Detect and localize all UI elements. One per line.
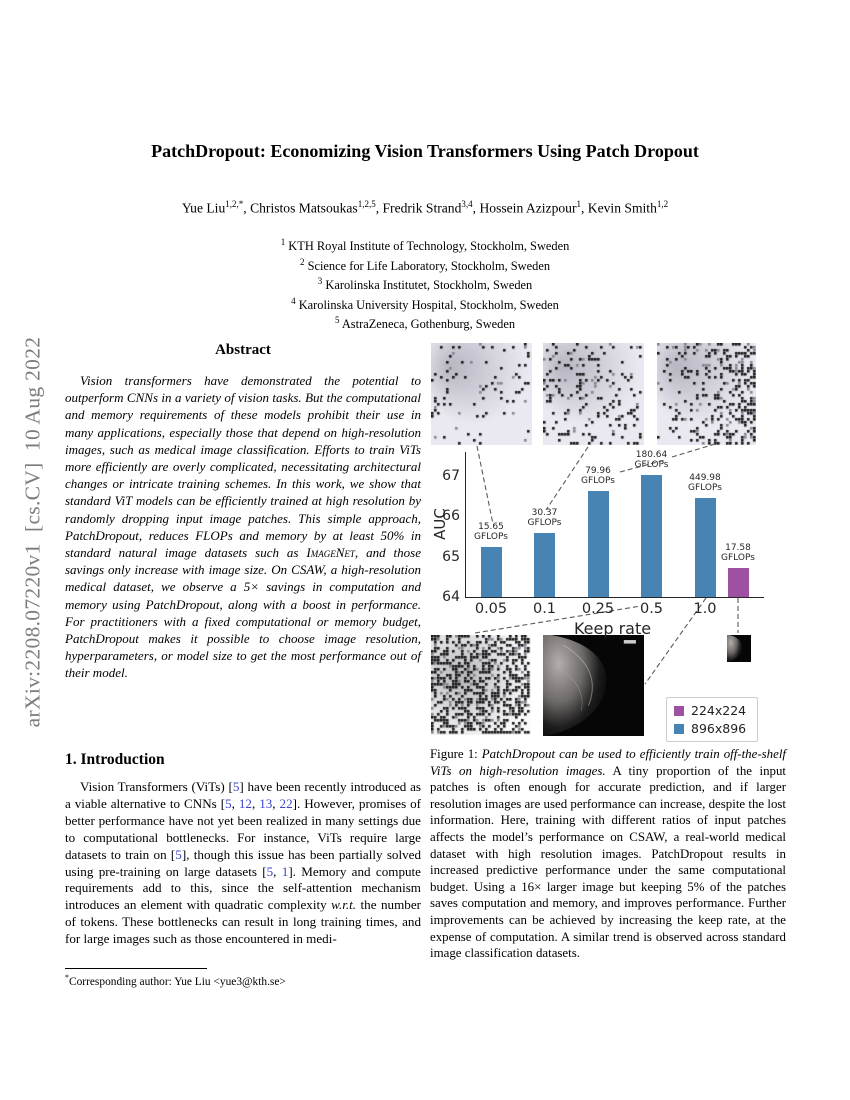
- x-tick-label: 0.25: [581, 601, 615, 617]
- section-heading-introduction: 1. Introduction: [65, 751, 165, 768]
- affiliation-line: 5 AstraZeneca, Gothenburg, Sweden: [334, 315, 516, 332]
- x-tick-label: 0.5: [639, 601, 664, 617]
- legend-swatch: [674, 723, 684, 734]
- legend-label: 896x896: [691, 721, 747, 736]
- author-name: Hossein Azizpour: [479, 200, 577, 216]
- chart-bar: [587, 491, 609, 597]
- gflops-label: 15.65 GFLOPs: [474, 521, 508, 542]
- chart-bar: [480, 546, 502, 597]
- patch-sample-image-keep-0.25: [543, 343, 644, 445]
- affiliation-line: 1 KTH Royal Institute of Technology, Sto…: [280, 237, 570, 254]
- legend-entry: 896x896: [674, 721, 750, 736]
- affiliation-line: 4 Karolinska University Hospital, Stockh…: [291, 295, 559, 312]
- author-name: Yue Liu: [181, 200, 226, 216]
- chart-bar: [534, 532, 555, 597]
- y-tick-label: 66: [442, 508, 460, 525]
- authors-line: Yue Liu1,2,*, Christos Matsoukas1,2,5, F…: [181, 199, 669, 216]
- footnote-marker: *: [65, 973, 69, 982]
- patch-sample-image-keep-0.05: [431, 343, 532, 445]
- affiliation-line: 2 Science for Life Laboratory, Stockholm…: [299, 256, 551, 273]
- introduction-text: Vision Transformers (ViTs) [5] have been…: [65, 779, 422, 947]
- mammogram-thumbnail-224: [727, 635, 751, 662]
- gflops-label: 449.98 GFLOPs: [688, 472, 722, 493]
- arxiv-banner: arXiv:2208.07220v1 [cs.CV] 10 Aug 2022: [20, 336, 45, 728]
- x-axis-spine: [465, 597, 764, 599]
- gflops-label: 30.37 GFLOPs: [527, 507, 562, 528]
- affiliations: 1 KTH Royal Institute of Technology, Sto…: [60, 235, 790, 333]
- dropout-mask-image: [431, 635, 531, 735]
- y-axis-spine: [465, 452, 467, 598]
- author-name: Fredrik Strand: [382, 200, 462, 216]
- x-tick-label: 0.05: [474, 601, 508, 617]
- legend-entry: 224x224: [674, 703, 750, 718]
- bar-chart: 64 65 66 67 AUC 15.65 GFLOPs 30.37 GFLOPs 79.96 GF…: [430, 340, 786, 744]
- y-tick-label: 67: [442, 468, 460, 485]
- author-name: Christos Matsoukas: [250, 200, 358, 216]
- citation-link[interactable]: 5: [232, 779, 240, 794]
- chart-legend: 224x224 896x896: [666, 697, 758, 742]
- citation-link[interactable]: 13: [259, 795, 273, 811]
- author-name: Kevin Smith: [587, 200, 657, 216]
- abstract-text: Vision transformers have demonstrated th…: [65, 373, 421, 681]
- citation-link[interactable]: 5: [266, 863, 274, 879]
- legend-swatch: [674, 705, 684, 716]
- footnote-rule: [65, 968, 207, 969]
- chart-bar: [641, 475, 662, 597]
- chart-bar: [727, 568, 749, 597]
- gflops-label: 17.58 GFLOPs: [721, 543, 755, 563]
- citation-link[interactable]: 1: [281, 863, 289, 879]
- citation-link[interactable]: 5: [225, 795, 232, 811]
- x-tick-label: 0.1: [532, 601, 557, 617]
- gflops-label: 79.96 GFLOPs: [581, 466, 615, 487]
- y-tick-label: 64: [442, 589, 460, 605]
- mammogram-image: [543, 635, 644, 736]
- patch-sample-image-keep-0.5: [657, 343, 756, 445]
- x-axis-label: Keep rate: [573, 619, 652, 638]
- chart-bar: [694, 497, 716, 597]
- abstract-heading: Abstract: [215, 342, 271, 358]
- citation-link[interactable]: 5: [175, 846, 182, 862]
- footnote-text: *Corresponding author: Yue Liu <yue3@kth…: [65, 973, 421, 988]
- y-axis-label: AUC: [430, 508, 449, 540]
- affiliation-line: 3 Karolinska Institutet, Stockholm, Swed…: [317, 276, 533, 293]
- citation-link[interactable]: 22: [279, 795, 293, 811]
- citation-link[interactable]: 12: [238, 795, 252, 811]
- footnote-body: Corresponding author: Yue Liu <yue3@kth.…: [69, 975, 286, 988]
- gflops-label: 180.64 GFLOPs: [634, 450, 669, 471]
- figure-caption: Figure 1: PatchDropout can be used to ef…: [430, 747, 787, 961]
- legend-label: 224x224: [691, 703, 747, 718]
- figure-1: 64 65 66 67 AUC 15.65 GFLOPs 30.37 GFLOPs 79.96 GF…: [430, 340, 786, 744]
- paper-title: PatchDropout: Economizing Vision Transfo…: [151, 141, 699, 161]
- footnote: *Corresponding author: Yue Liu <yue3@kth…: [65, 968, 421, 988]
- x-tick-label: 1.0: [693, 601, 717, 617]
- y-tick-label: 65: [442, 548, 460, 565]
